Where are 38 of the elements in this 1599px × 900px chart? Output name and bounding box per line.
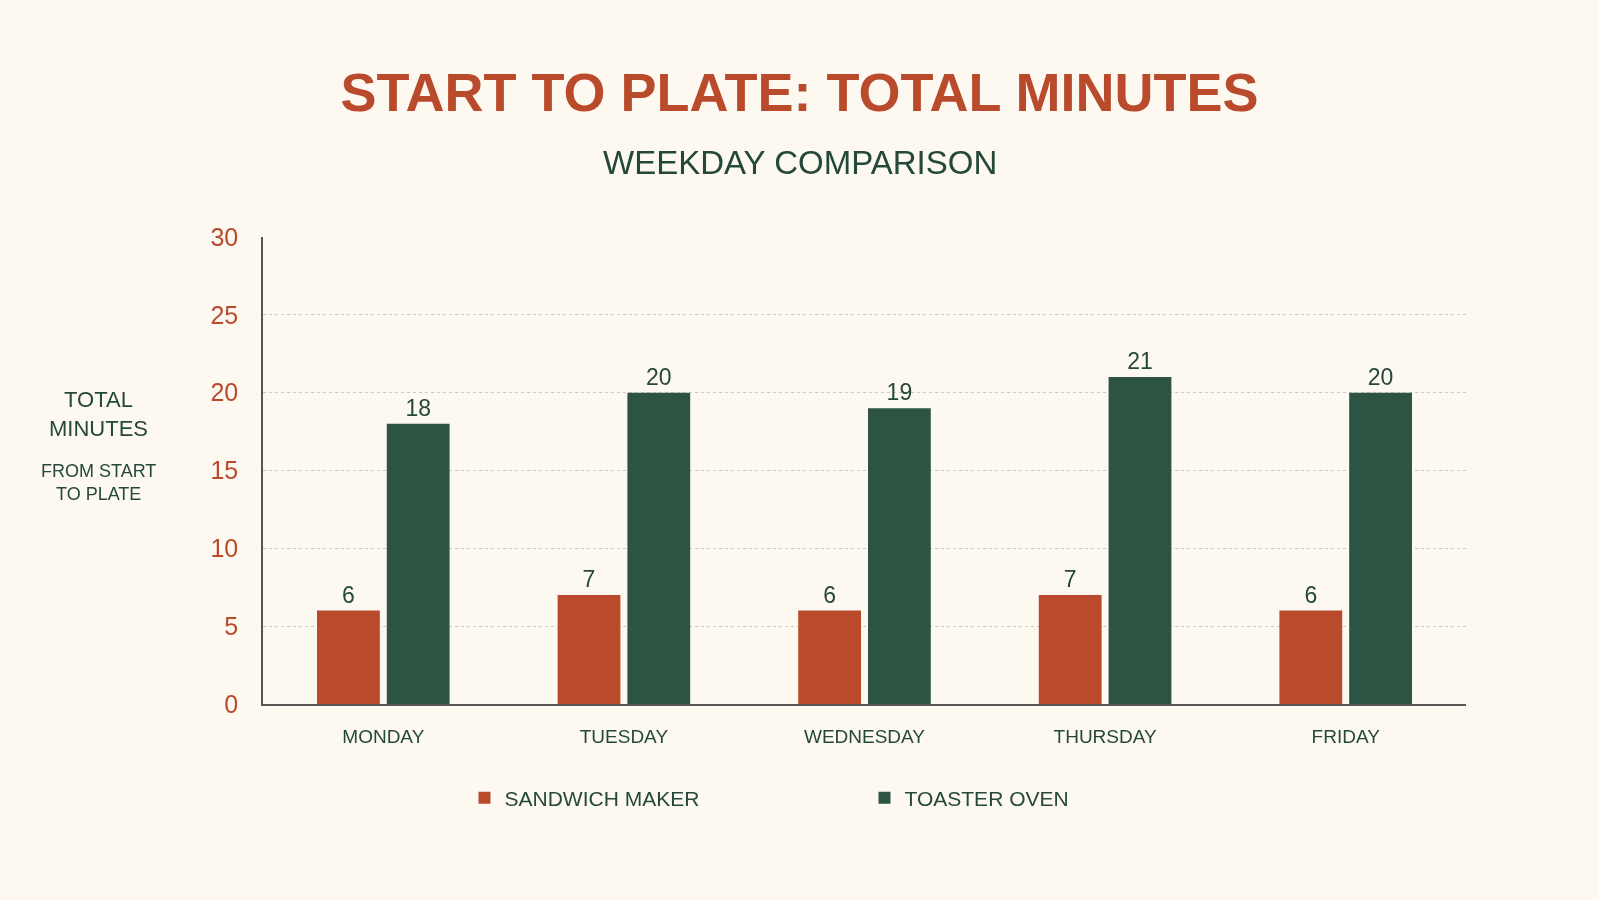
data-label: 6: [823, 581, 837, 608]
y-tick-label: 15: [210, 456, 239, 485]
x-tick-label: TUESDAY: [579, 725, 669, 747]
bar: [386, 423, 450, 704]
data-label: 19: [886, 379, 913, 406]
y-tick-label: 0: [224, 689, 239, 718]
legend-label: TOASTER OVEN: [904, 786, 1069, 810]
data-label: 6: [342, 581, 355, 608]
bar: [1038, 595, 1102, 704]
data-label: 7: [1063, 566, 1077, 593]
y-tick-label: 10: [210, 534, 239, 563]
bar: [627, 392, 691, 704]
x-tick-label: FRIDAY: [1311, 725, 1381, 747]
data-label: 18: [405, 394, 431, 421]
bar: [1279, 610, 1343, 704]
y-tick-label: 25: [210, 300, 239, 329]
bar: [1349, 392, 1412, 704]
x-tick-label: WEDNESDAY: [803, 725, 926, 747]
text: FROM START TO PLATE: [41, 461, 157, 505]
bar: [557, 595, 621, 704]
x-tick-label: MONDAY: [342, 725, 425, 747]
legend-label: SANDWICH MAKER: [504, 786, 700, 810]
bar: [798, 610, 862, 704]
data-label: 6: [1304, 581, 1318, 608]
y-tick-label: 30: [210, 222, 239, 251]
bar: [1108, 377, 1172, 704]
bar: [867, 408, 931, 704]
data-label: 20: [1367, 363, 1394, 390]
data-label: 7: [582, 566, 596, 593]
bar: [317, 610, 380, 704]
data-label: 21: [1127, 348, 1153, 375]
chart-title: START TO PLATE: TOTAL MINUTES: [340, 61, 1259, 122]
x-tick-label: THURSDAY: [1053, 725, 1157, 747]
chart-subtitle: WEEKDAY COMPARISON: [603, 144, 998, 181]
y-tick-label: 5: [224, 611, 239, 640]
data-label: 20: [645, 363, 672, 390]
y-tick-label: 20: [210, 378, 239, 407]
y-axis-title: TOTAL MINUTES: [49, 387, 148, 441]
